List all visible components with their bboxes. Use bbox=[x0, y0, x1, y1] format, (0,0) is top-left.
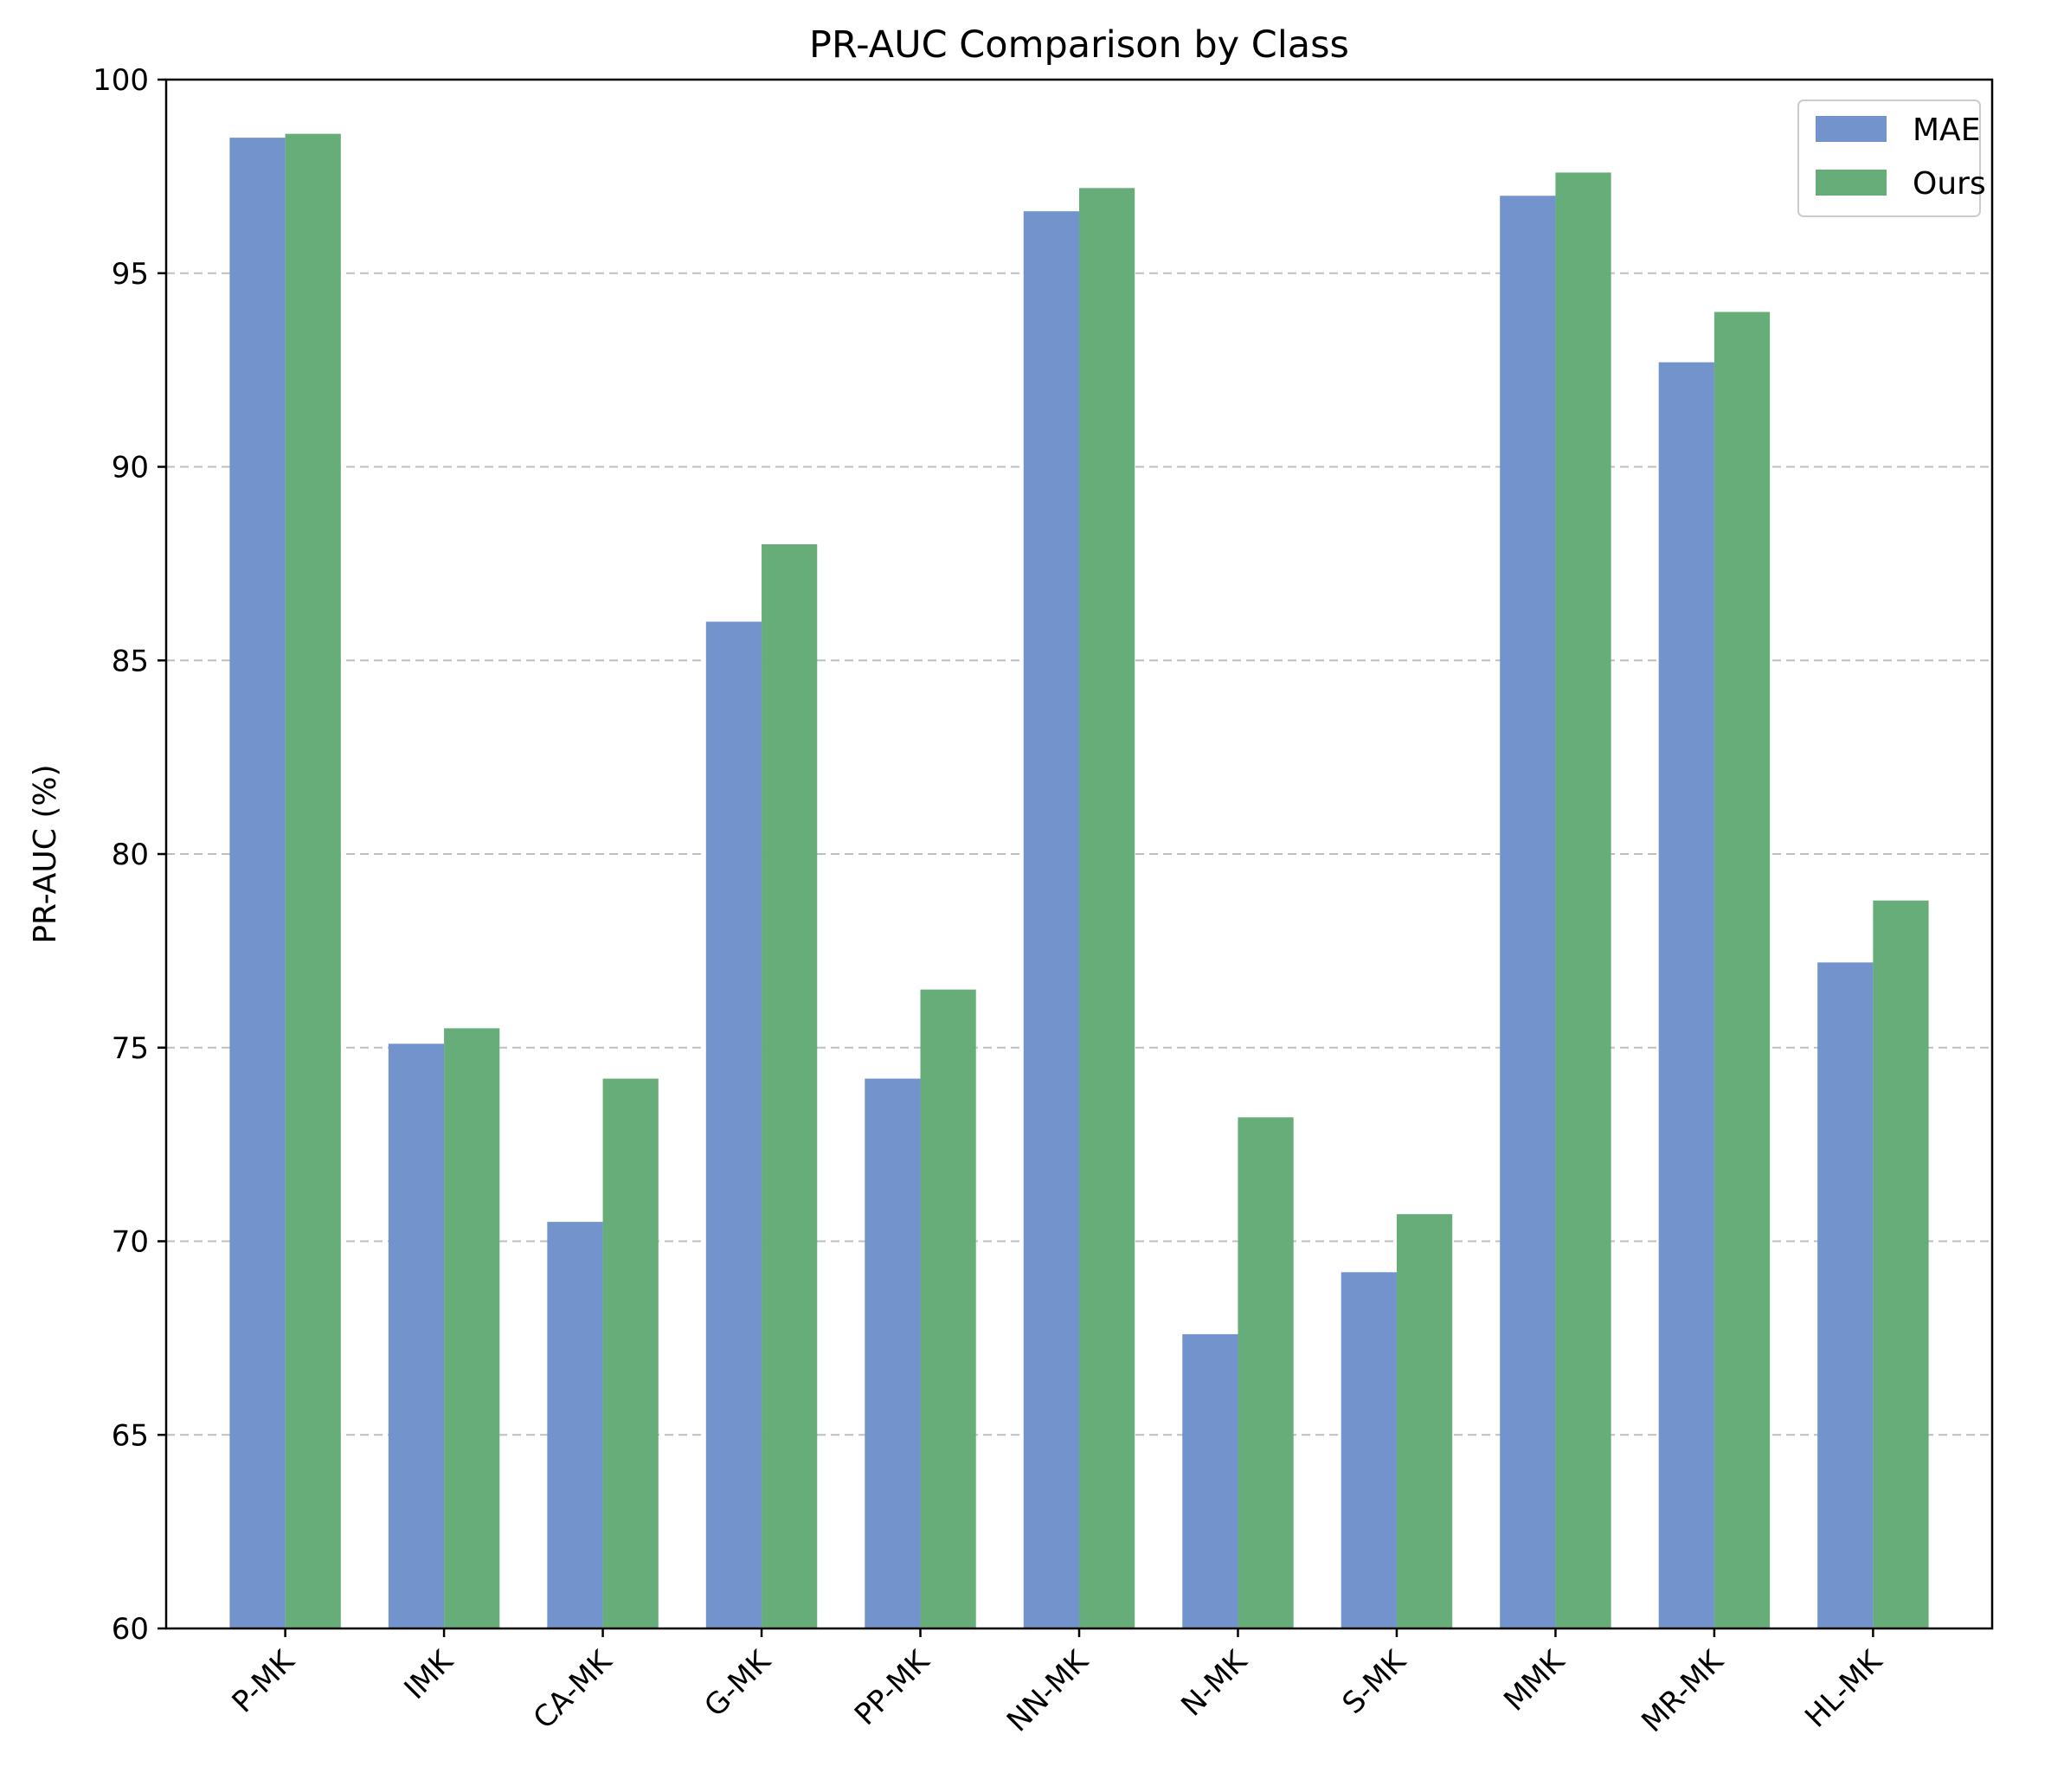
bar-ours-nn-mk bbox=[1079, 188, 1135, 1628]
bar-ours-mr-mk bbox=[1713, 312, 1771, 1628]
bar-mae-imk bbox=[388, 1044, 445, 1628]
bar-ours-ca-mk bbox=[602, 1078, 659, 1628]
bar-ours-hl-mk bbox=[1873, 900, 1929, 1628]
y-tick-label: 75 bbox=[112, 1031, 149, 1066]
legend-label-mae: MAE bbox=[1913, 112, 1980, 148]
bars-group bbox=[229, 133, 1929, 1628]
bar-ours-g-mk bbox=[762, 544, 818, 1628]
y-tick-label: 100 bbox=[93, 63, 149, 98]
legend-label-ours: Ours bbox=[1913, 166, 1986, 202]
y-tick-label: 85 bbox=[112, 644, 149, 678]
y-tick-label: 90 bbox=[112, 451, 149, 485]
bar-ours-mmk bbox=[1555, 172, 1611, 1628]
bar-ours-s-mk bbox=[1396, 1214, 1453, 1628]
y-tick-label: 65 bbox=[112, 1418, 149, 1453]
bar-ours-n-mk bbox=[1238, 1117, 1294, 1628]
bar-mae-p-mk bbox=[229, 138, 286, 1628]
bar-mae-mmk bbox=[1500, 196, 1556, 1628]
bar-mae-s-mk bbox=[1341, 1272, 1397, 1628]
bar-mae-g-mk bbox=[705, 621, 762, 1628]
chart-title: PR-AUC Comparison by Class bbox=[809, 23, 1349, 67]
bar-mae-pp-mk bbox=[865, 1078, 921, 1628]
legend-swatch-mae bbox=[1816, 116, 1887, 142]
bar-ours-p-mk bbox=[285, 133, 341, 1628]
bar-mae-ca-mk bbox=[547, 1222, 603, 1628]
y-tick-label: 60 bbox=[112, 1612, 149, 1647]
y-tick-label: 70 bbox=[112, 1225, 149, 1260]
legend: MAE Ours bbox=[1797, 100, 1986, 217]
bar-mae-hl-mk bbox=[1817, 962, 1874, 1628]
y-axis-ticks: 60 65 70 75 80 85 90 95 100 bbox=[93, 63, 166, 1647]
legend-swatch-ours bbox=[1816, 170, 1887, 196]
y-axis-label: PR-AUC (%) bbox=[28, 764, 63, 943]
bar-mae-n-mk bbox=[1182, 1333, 1238, 1628]
y-tick-label: 95 bbox=[112, 257, 149, 292]
bar-mae-mr-mk bbox=[1658, 362, 1714, 1628]
y-tick-label: 80 bbox=[112, 838, 149, 872]
bar-ours-imk bbox=[444, 1028, 500, 1628]
bar-ours-pp-mk bbox=[920, 989, 976, 1628]
bar-mae-nn-mk bbox=[1023, 211, 1079, 1628]
